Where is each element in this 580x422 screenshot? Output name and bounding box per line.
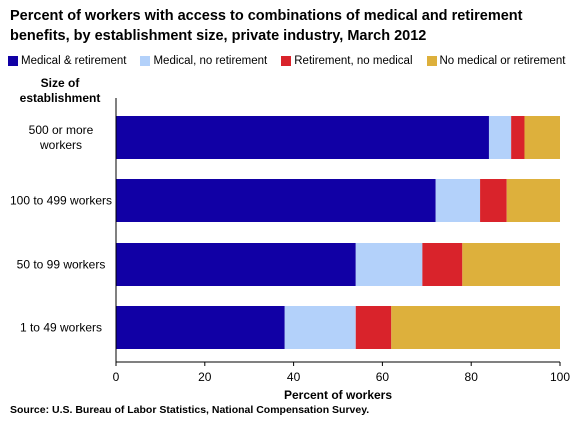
x-tick-label-60: 60 bbox=[376, 370, 390, 384]
bar-50-to-99-workers-retirement-no-medical bbox=[422, 243, 463, 286]
legend-label: No medical or retirement bbox=[439, 55, 566, 67]
legend-label: Medical, no retirement bbox=[153, 55, 268, 67]
legend-item-medical-no-retirement: Medical, no retirement bbox=[140, 55, 267, 67]
legend-swatch bbox=[8, 56, 18, 66]
bar-100-to-499-workers-retirement-no-medical bbox=[480, 179, 507, 222]
legend-swatch bbox=[426, 56, 437, 66]
legend-item-no-medical-or-retirement: No medical or retirement bbox=[426, 55, 566, 67]
bar-1-to-49-workers-medical-and-retirement bbox=[116, 306, 285, 349]
bar-500-or-more-workers-retirement-no-medical bbox=[511, 116, 525, 159]
legend-item-retirement-no-medical: Retirement, no medical bbox=[281, 55, 413, 67]
bar-100-to-499-workers-no-medical-or-retirement bbox=[506, 179, 560, 222]
bar-100-to-499-workers-medical-no-retirement bbox=[435, 179, 481, 222]
legend-label: Retirement, no medical bbox=[294, 55, 413, 67]
x-tick-label-80: 80 bbox=[465, 370, 479, 384]
bar-50-to-99-workers-medical-no-retirement bbox=[355, 243, 423, 286]
legend-item-medical-and-retirement: Medical & retirement bbox=[8, 55, 126, 67]
legend: Medical & retirement Medical, no retireme… bbox=[8, 53, 574, 69]
source-note: Source: U.S. Bureau of Labor Statistics,… bbox=[10, 404, 370, 416]
bar-500-or-more-workers-medical-and-retirement bbox=[116, 116, 489, 159]
bar-1-to-49-workers-medical-no-retirement bbox=[284, 306, 356, 349]
category-label-50-to-99-workers: 50 to 99 workers bbox=[17, 258, 106, 272]
legend-swatch bbox=[140, 56, 151, 66]
bar-500-or-more-workers-medical-no-retirement bbox=[488, 116, 512, 159]
bar-50-to-99-workers-no-medical-or-retirement bbox=[462, 243, 560, 286]
x-tick-label-0: 0 bbox=[113, 370, 120, 384]
category-label-500-or-more-workers: 500 or more workers bbox=[29, 123, 94, 152]
x-tick-label-100: 100 bbox=[550, 370, 570, 384]
x-axis-title: Percent of workers bbox=[284, 388, 392, 402]
bar-50-to-99-workers-medical-and-retirement bbox=[116, 243, 356, 286]
bar-1-to-49-workers-no-medical-or-retirement bbox=[391, 306, 560, 349]
x-tick-label-20: 20 bbox=[198, 370, 212, 384]
legend-label: Medical & retirement bbox=[21, 55, 127, 67]
bar-100-to-499-workers-medical-and-retirement bbox=[116, 179, 436, 222]
bar-1-to-49-workers-retirement-no-medical bbox=[355, 306, 392, 349]
legend-swatch bbox=[281, 56, 292, 66]
bar-500-or-more-workers-no-medical-or-retirement bbox=[524, 116, 560, 159]
category-label-1-to-49-workers: 1 to 49 workers bbox=[20, 321, 102, 335]
x-tick-label-40: 40 bbox=[287, 370, 301, 384]
chart-title: Percent of workers with access to combin… bbox=[10, 8, 523, 44]
y-axis-title: Size of establishment bbox=[19, 76, 101, 105]
category-label-100-to-499-workers: 100 to 499 workers bbox=[10, 194, 112, 208]
